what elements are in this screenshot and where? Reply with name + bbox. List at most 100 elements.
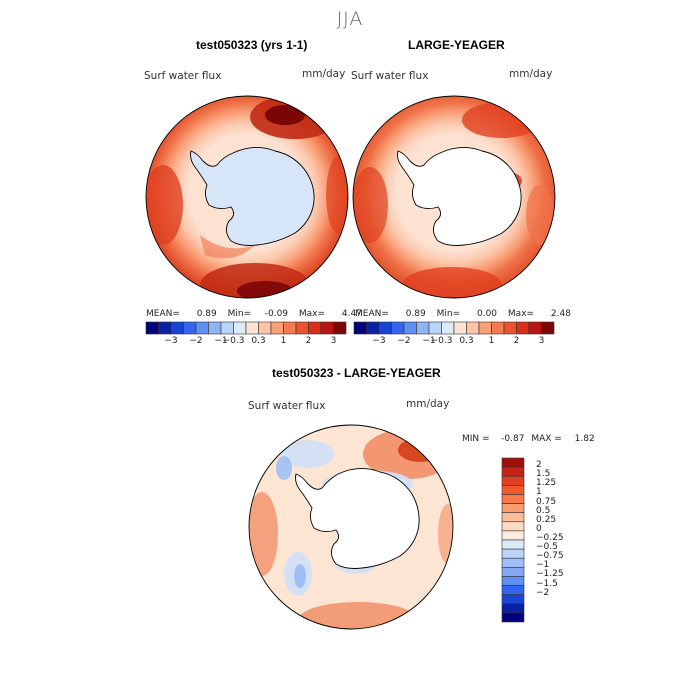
panel2-colorbar-ticks: −3 −2 −1 −0.3 0.3 1 2 3 [354,336,554,348]
difference-colorbar-cell [501,567,525,577]
difference-units-label: mm/day [406,398,450,410]
panel1-colorbar-cell [158,321,172,335]
panel1-colorbar-cell [245,321,259,335]
panel2-colorbar-cell [378,321,392,335]
panel1-colorbar-cell [170,321,184,335]
panel2-colorbar-cell [366,321,380,335]
panel1-colorbar-tick-label: −0.3 [222,336,245,346]
panel2-colorbar-tick-label: 1 [488,336,495,346]
panel1-min-value: -0.09 [264,309,289,319]
difference-colorbar-tick-label: 1.25 [536,478,557,489]
difference-polar-map [248,424,454,630]
panel1-colorbar-cell [320,321,334,335]
panel2-colorbar-cell [466,321,480,335]
difference-colorbar-tick-label: 1.5 [536,469,551,480]
panel1-colorbar [145,321,347,335]
difference-min-label: MIN = [462,434,490,444]
panel2-mean-value: 0.89 [405,309,426,319]
season-title: JJA [336,8,364,30]
difference-colorbar-cell [501,475,525,486]
panel1-max-value: 4.47 [341,309,362,319]
panel2-colorbar-cell [391,321,405,335]
difference-minmax: MIN = -0.87 MAX = 1.82 [462,434,595,444]
difference-colorbar-tick-label: −1.25 [536,569,564,580]
panel2-colorbar-cell [453,321,467,335]
panel2-colorbar-cell [478,321,492,335]
difference-colorbar-cell [501,576,525,586]
panel2-colorbar-cell [541,321,555,335]
panel2-colorbar-cell [528,321,542,335]
difference-colorbar-tick-label: −2 [536,587,550,598]
difference-colorbar-tick-label: −1 [536,560,550,571]
panel2-min-value: 0.00 [476,309,498,319]
panel2-polar-map [352,95,556,299]
panel1-colorbar-tick-label: 3 [330,336,337,346]
panel1-colorbar-cell [145,321,159,335]
difference-colorbar-tick-label: 0 [536,523,542,534]
panel1-colorbar-cell [195,321,209,335]
difference-colorbar-tick-label: 0.75 [536,496,557,507]
panel1-colorbar-cell [283,321,297,335]
panel1-antarctica [190,147,315,246]
difference-colorbar-cell [501,594,525,605]
panel1-title: test050323 (yrs 1-1) [196,38,308,52]
difference-colorbar-tick-label: 0.25 [536,514,557,525]
difference-colorbar-cell [501,485,525,495]
panel1-colorbar-ticks: −3 −2 −1 −0.3 0.3 1 2 3 [146,336,346,348]
panel2-colorbar-cell [441,321,455,335]
panel1-colorbar-tick-label: 0.3 [251,336,266,346]
panel2-colorbar-cell [416,321,430,335]
difference-colorbar-tick-label: 0.5 [536,505,551,516]
panel2-units-label: mm/day [509,68,553,80]
difference-colorbar-tick-label: −0.5 [536,542,558,553]
panel1-colorbar-cell [333,321,347,335]
difference-colorbar-cell [501,557,525,568]
difference-colorbar-ticks: 2 1.5 1.25 1 0.75 0.5 0.25 0 −0.25 −0.5 −0.75 −1 −1.… [528,458,588,622]
panel2-colorbar-tick-label: 2 [513,336,520,346]
difference-max-label: MAX = [531,434,562,444]
panel1-colorbar-cell [183,321,197,335]
difference-colorbar-tick-label: −0.25 [536,533,564,543]
panel2-colorbar [353,321,555,335]
panel2-max-label: Max= [507,309,535,319]
panel2-title: LARGE-YEAGER [408,38,505,52]
difference-colorbar-cell [501,585,525,595]
panel1-colorbar-tick-label: −2 [189,336,203,346]
panel2-colorbar-cell [403,321,417,335]
difference-colorbar-cell [501,466,525,477]
difference-colorbar-cell [501,612,525,623]
difference-antarctica [295,468,420,569]
panel1-colorbar-tick-label: −1 [214,336,228,346]
difference-colorbar-tick-label: −1.5 [536,578,558,589]
panel2-stats: MEAN= 0.89 Min= 0.00 Max= 2.48 [355,309,571,319]
panel1-min-label: Min= [227,309,252,319]
panel2-colorbar-tick-label: −1 [422,336,436,346]
panel2-colorbar-cell [516,321,530,335]
difference-colorbar-cell [501,512,525,523]
panel2-min-label: Min= [436,309,461,319]
panel2-colorbar-cell [353,321,367,335]
panel1-colorbar-cell [295,321,309,335]
panel2-max-value: 2.48 [550,309,571,319]
difference-colorbar-tick-label: 1 [536,487,542,498]
panel2-colorbar-tick-label: 3 [538,336,545,346]
panel2-colorbar-tick-label: −3 [372,336,386,346]
difference-variable-label: Surf water flux [248,400,326,412]
difference-colorbar-cell [501,503,525,513]
panel1-mean-value: 0.89 [196,309,217,319]
panel1-colorbar-cell [258,321,272,335]
difference-colorbar-cell [501,494,525,504]
panel2-colorbar-cell [428,321,442,335]
panel1-max-label: Max= [298,309,326,319]
difference-colorbar-cell [501,603,525,614]
panel2-colorbar-tick-label: −0.3 [430,336,453,346]
panel1-colorbar-cell [270,321,284,335]
panel2-colorbar-tick-label: 0.3 [459,336,474,346]
panel1-colorbar-cell [233,321,247,335]
difference-colorbar-cell [501,539,525,550]
difference-colorbar-cell [501,530,525,541]
panel2-colorbar-tick-label: −2 [397,336,411,346]
difference-colorbar-cell [501,457,525,468]
panel2-colorbar-cell [491,321,505,335]
difference-colorbar [501,457,525,623]
